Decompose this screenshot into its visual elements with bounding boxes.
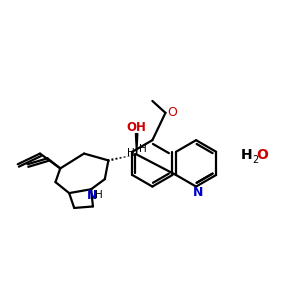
Text: H: H — [95, 190, 103, 200]
Text: O: O — [256, 148, 268, 162]
Polygon shape — [135, 134, 138, 154]
Text: OH: OH — [126, 121, 146, 134]
Text: H: H — [139, 144, 146, 154]
Text: N: N — [193, 186, 204, 199]
Text: 2: 2 — [252, 155, 258, 165]
Text: O: O — [167, 106, 177, 119]
Text: H: H — [241, 148, 252, 162]
Text: N: N — [87, 189, 97, 202]
Text: H: H — [128, 148, 135, 158]
